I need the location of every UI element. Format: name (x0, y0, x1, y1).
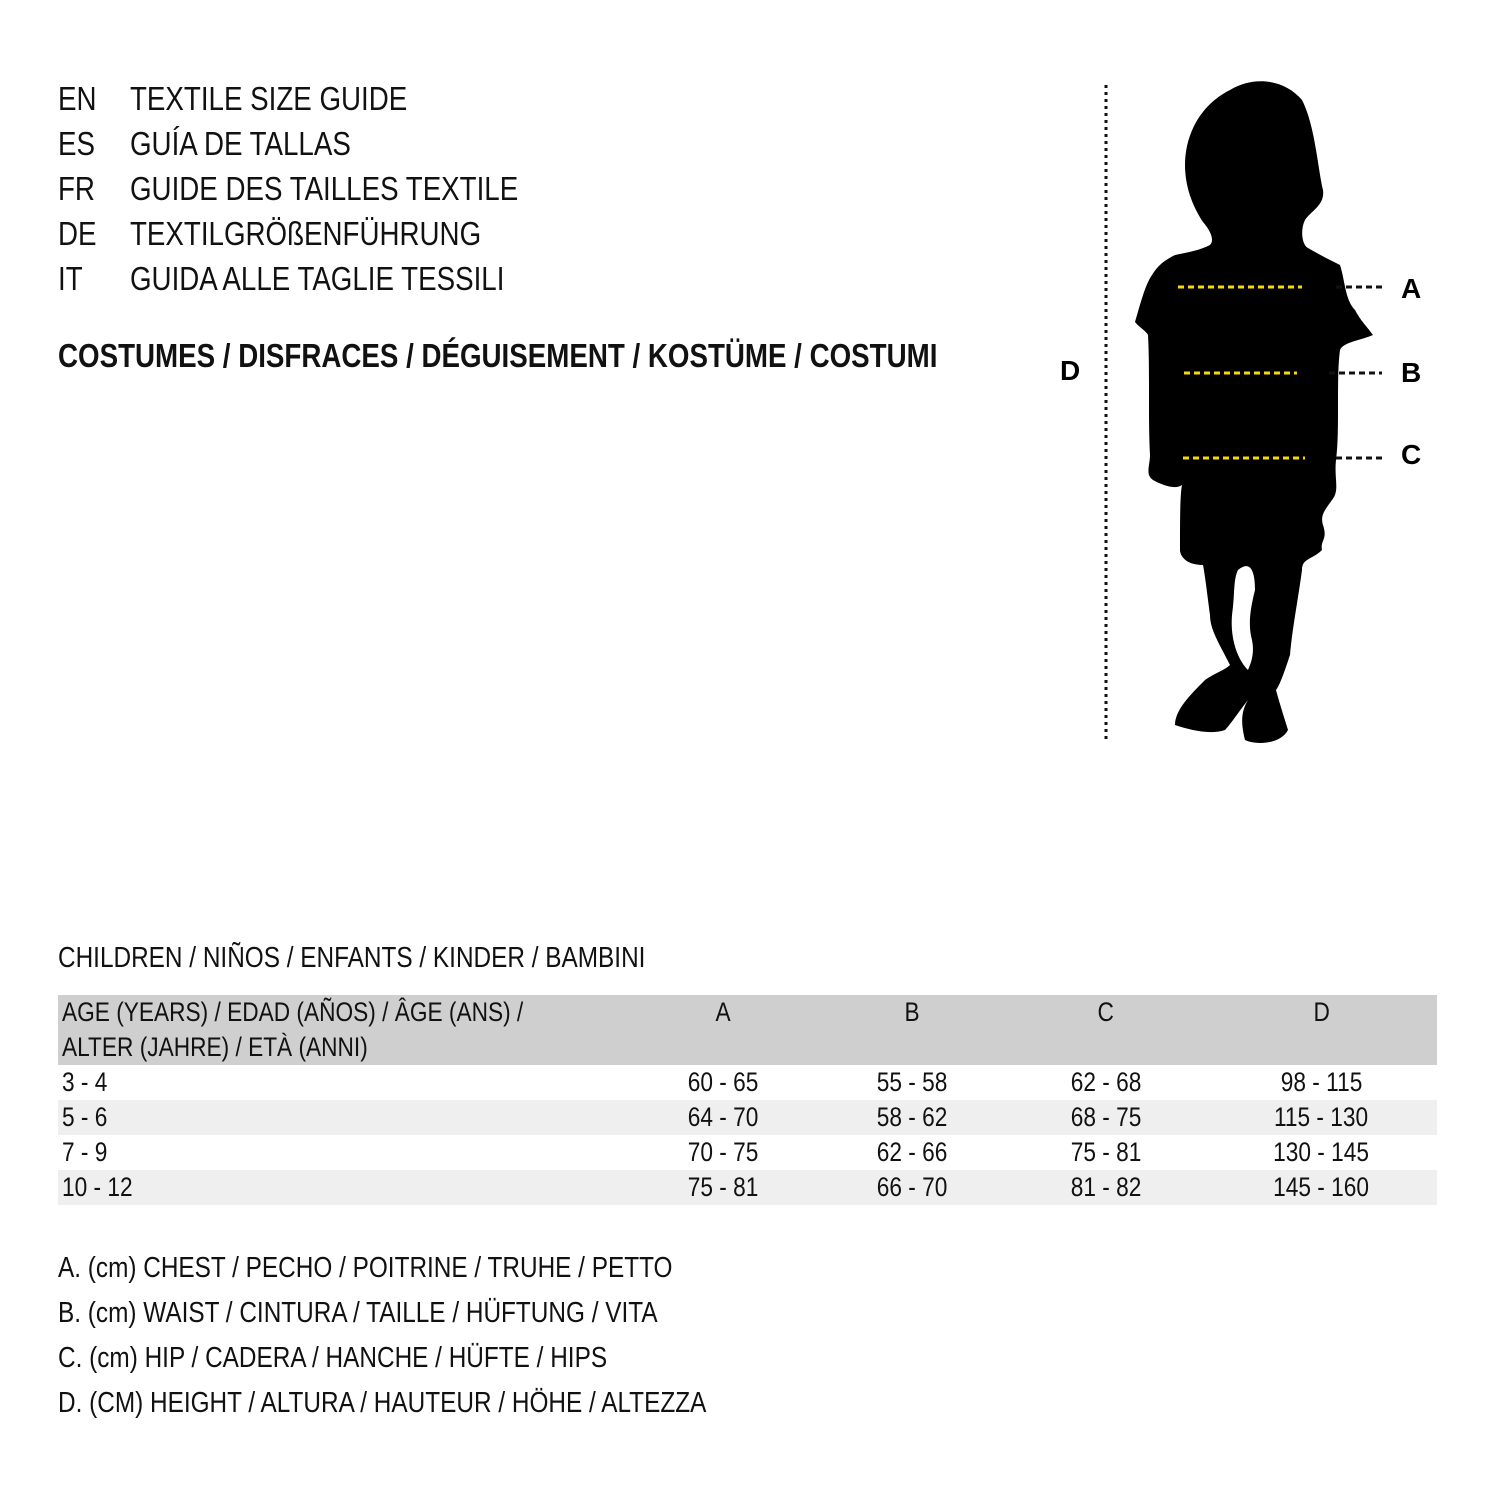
cell-age: 3 - 4 (62, 1067, 108, 1097)
label-c: C (1401, 439, 1421, 470)
cell-c: 81 - 82 (1070, 1172, 1142, 1202)
label-d: D (1060, 355, 1080, 386)
cell-c: 75 - 81 (1070, 1137, 1142, 1167)
header-c: C (1097, 997, 1115, 1027)
table-row: 5 - 6 64 - 70 58 - 62 68 - 75 115 - 130 (58, 1100, 1437, 1135)
cell-d: 98 - 115 (1280, 1067, 1363, 1097)
lang-code-es: ES (58, 125, 95, 162)
cell-b: 55 - 58 (876, 1067, 948, 1097)
child-silhouette (1135, 81, 1373, 743)
title-fr: GUIDE DES TAILLES TEXTILE (130, 170, 519, 207)
title-de: TEXTILGRÖßENFÜHRUNG (130, 215, 482, 252)
lang-code-en: EN (58, 80, 97, 117)
cell-d: 130 - 145 (1273, 1137, 1370, 1167)
cell-age: 10 - 12 (62, 1172, 133, 1202)
header-age: AGE (YEARS) / EDAD (AÑOS) / ÂGE (ANS) / A… (62, 997, 524, 1062)
header-a: A (715, 997, 731, 1027)
title-en: TEXTILE SIZE GUIDE (130, 80, 408, 117)
cell-c: 62 - 68 (1070, 1067, 1142, 1097)
table-row: 7 - 9 70 - 75 62 - 66 75 - 81 130 - 145 (58, 1135, 1437, 1170)
legend-item-c: C. (cm) HIP / CADERA / HANCHE / HÜFTE / … (58, 1342, 608, 1374)
cell-age: 7 - 9 (62, 1137, 108, 1167)
section-title: CHILDREN / NIÑOS / ENFANTS / KINDER / BA… (58, 942, 646, 974)
cell-d: 115 - 130 (1274, 1102, 1369, 1132)
cell-d: 145 - 160 (1273, 1172, 1370, 1202)
label-b: B (1401, 357, 1421, 388)
legend-item-a: A. (cm) CHEST / PECHO / POITRINE / TRUHE… (58, 1252, 673, 1284)
lang-code-de: DE (58, 215, 97, 252)
title-it: GUIDA ALLE TAGLIE TESSILI (130, 260, 505, 297)
leg-gap (1231, 566, 1255, 670)
table-row: 10 - 12 75 - 81 66 - 70 81 - 82 145 - 16… (58, 1170, 1437, 1205)
cell-b: 62 - 66 (876, 1137, 948, 1167)
label-a: A (1401, 273, 1421, 304)
cell-a: 60 - 65 (687, 1067, 759, 1097)
cell-c: 68 - 75 (1070, 1102, 1142, 1132)
child-silhouette-figure: A B C D (1060, 81, 1421, 743)
cell-a: 64 - 70 (687, 1102, 759, 1132)
cell-a: 70 - 75 (687, 1137, 759, 1167)
lang-code-it: IT (58, 260, 83, 297)
cell-age: 5 - 6 (62, 1102, 108, 1132)
lang-code-fr: FR (58, 170, 95, 207)
table-header-row: AGE (YEARS) / EDAD (AÑOS) / ÂGE (ANS) / A… (58, 995, 1437, 1065)
header-d: D (1313, 997, 1330, 1027)
size-table: AGE (YEARS) / EDAD (AÑOS) / ÂGE (ANS) / A… (58, 995, 1437, 1205)
legend-item-b: B. (cm) WAIST / CINTURA / TAILLE / HÜFTU… (58, 1297, 658, 1329)
title-es: GUÍA DE TALLAS (130, 125, 351, 162)
header-b: B (904, 997, 920, 1027)
cell-b: 58 - 62 (876, 1102, 948, 1132)
category-heading: COSTUMES / DISFRACES / DÉGUISEMENT / KOS… (58, 337, 938, 374)
table-row: 3 - 4 60 - 65 55 - 58 62 - 68 98 - 115 (58, 1065, 1437, 1100)
cell-b: 66 - 70 (876, 1172, 948, 1202)
legend-item-d: D. (CM) HEIGHT / ALTURA / HAUTEUR / HÖHE… (58, 1387, 707, 1419)
cell-a: 75 - 81 (687, 1172, 759, 1202)
